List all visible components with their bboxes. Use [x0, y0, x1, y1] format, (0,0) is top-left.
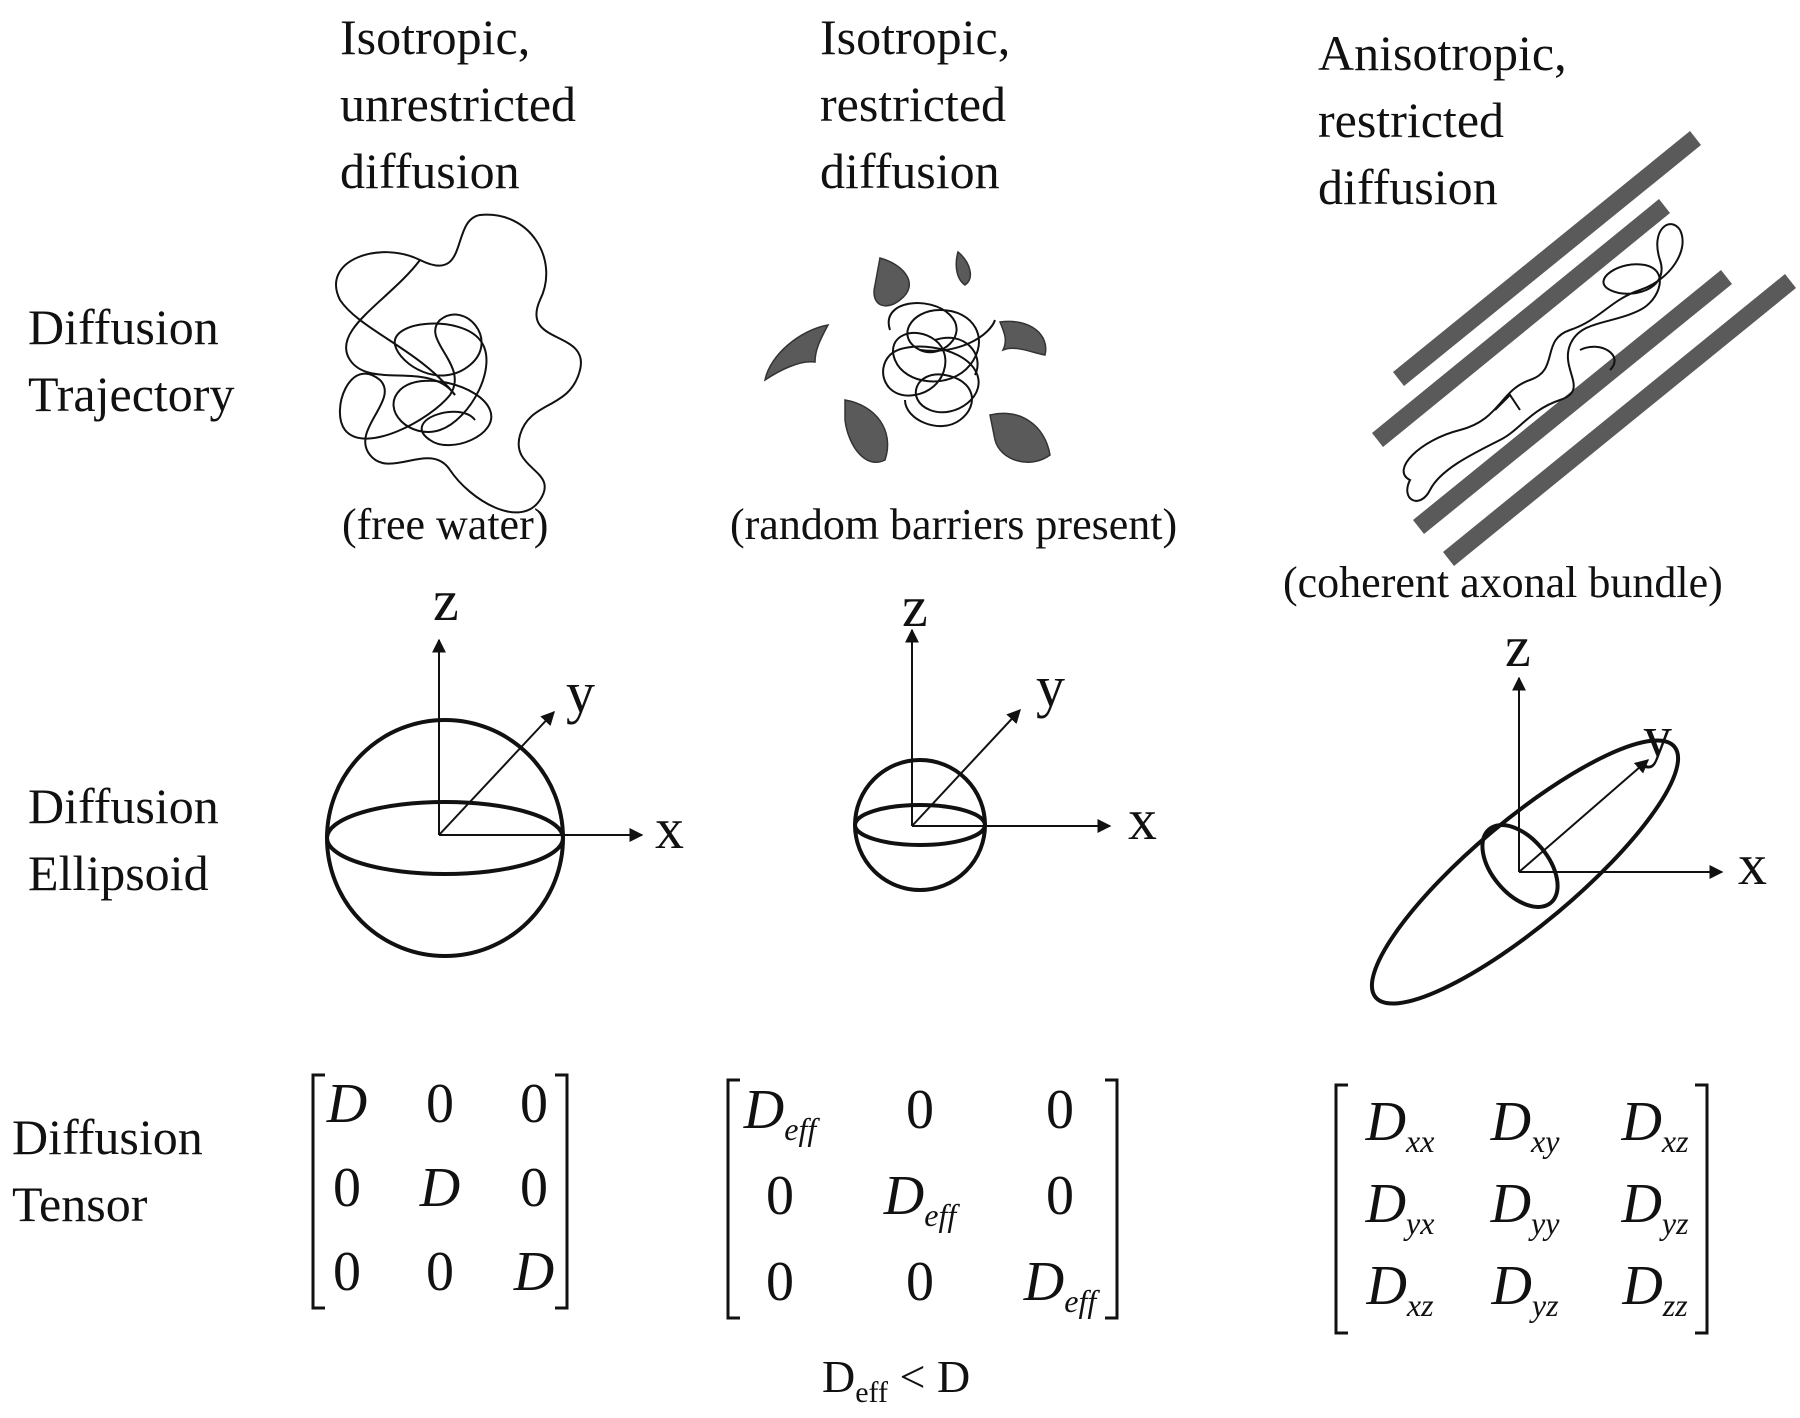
axis-x-label-3: x — [1738, 832, 1767, 897]
tensor3-cell: Dzz — [1622, 1255, 1688, 1324]
tensor2-zero-cell: 0 — [906, 1251, 934, 1313]
axis-x-label-1: x — [655, 796, 684, 861]
tensor1-cell: 0 — [333, 1241, 361, 1303]
matrix-brackets-3 — [1334, 1083, 1709, 1335]
tensor3-cell: Dyz — [1491, 1255, 1559, 1324]
tensor2-zero-cell: 0 — [766, 1165, 794, 1227]
axis-z-label-3: z — [1505, 614, 1531, 679]
tensor2-zero-cell: 0 — [1046, 1079, 1074, 1141]
tensor3-cell: Dxz — [1366, 1255, 1434, 1324]
axis-y-label-1: y — [566, 660, 595, 725]
elongated-ellipsoid — [1369, 738, 1681, 1006]
tensor2-diag-cell: Deff — [743, 1079, 817, 1148]
tensor1-cell: 0 — [426, 1241, 454, 1303]
axis-y-label-3: y — [1643, 704, 1672, 769]
tensor2-zero-cell: 0 — [766, 1251, 794, 1313]
axis-z-label-2: z — [902, 574, 928, 639]
tensor2-diag-cell: Deff — [883, 1165, 957, 1234]
tensor2-zero-cell: 0 — [1046, 1165, 1074, 1227]
sphere-axes — [432, 638, 644, 842]
tensor1-cell: 0 — [520, 1157, 548, 1219]
caption-axonal-bundle: (coherent axonal bundle) — [1283, 558, 1723, 607]
matrix-brackets-2 — [726, 1078, 1119, 1320]
free-water-trajectory — [335, 213, 582, 514]
axis-x-label-2: x — [1128, 787, 1157, 852]
tensor1-cell: D — [326, 1073, 368, 1135]
ellipsoid-axes — [1512, 676, 1724, 879]
column-title-1: Isotropic, unrestricted diffusion — [340, 9, 577, 199]
tensor1-cell: D — [513, 1241, 555, 1303]
row-label-ellipsoid: Diffusion Ellipsoid — [28, 778, 219, 901]
axon-fibers — [1372, 131, 1796, 566]
matrix-brackets-1 — [311, 1073, 569, 1310]
caption-random-barriers: (random barriers present) — [730, 500, 1178, 549]
tensor3-cell: Dxy — [1490, 1091, 1560, 1160]
restricted-trajectory — [882, 302, 996, 428]
caption-free-water: (free water) — [342, 500, 549, 549]
tensor3-cell: Dyx — [1365, 1173, 1435, 1242]
tensor1-cell: 0 — [426, 1073, 454, 1135]
axis-y-label-2: y — [1036, 654, 1065, 719]
barrier-shapes — [763, 250, 1051, 463]
tensor3-cell: Dyy — [1490, 1173, 1560, 1242]
anisotropic-trajectory — [1402, 223, 1684, 502]
tensor1-cell: D — [419, 1157, 461, 1219]
row-label-trajectory: Diffusion Trajectory — [28, 299, 235, 422]
tensor3-cell: Dyz — [1621, 1173, 1689, 1242]
tensor3-cell: Dxz — [1621, 1091, 1689, 1160]
small-sphere-axes — [905, 628, 1112, 833]
tensor2-diag-cell: Deff — [1023, 1251, 1097, 1320]
tensor1-cell: 0 — [333, 1157, 361, 1219]
column-title-3: Anisotropic, restricted diffusion — [1318, 25, 1567, 215]
axis-z-label-1: z — [433, 568, 459, 633]
tensor2-zero-cell: 0 — [906, 1079, 934, 1141]
row-label-tensor: Diffusion Tensor — [12, 1109, 203, 1232]
tensor1-cell: 0 — [520, 1073, 548, 1135]
sphere-ellipsoid — [325, 718, 565, 958]
condition-deff-less-than-d: Deff < D — [822, 1351, 971, 1410]
tensor3-cell: Dxx — [1365, 1091, 1435, 1160]
column-title-2: Isotropic, restricted diffusion — [820, 9, 1011, 199]
